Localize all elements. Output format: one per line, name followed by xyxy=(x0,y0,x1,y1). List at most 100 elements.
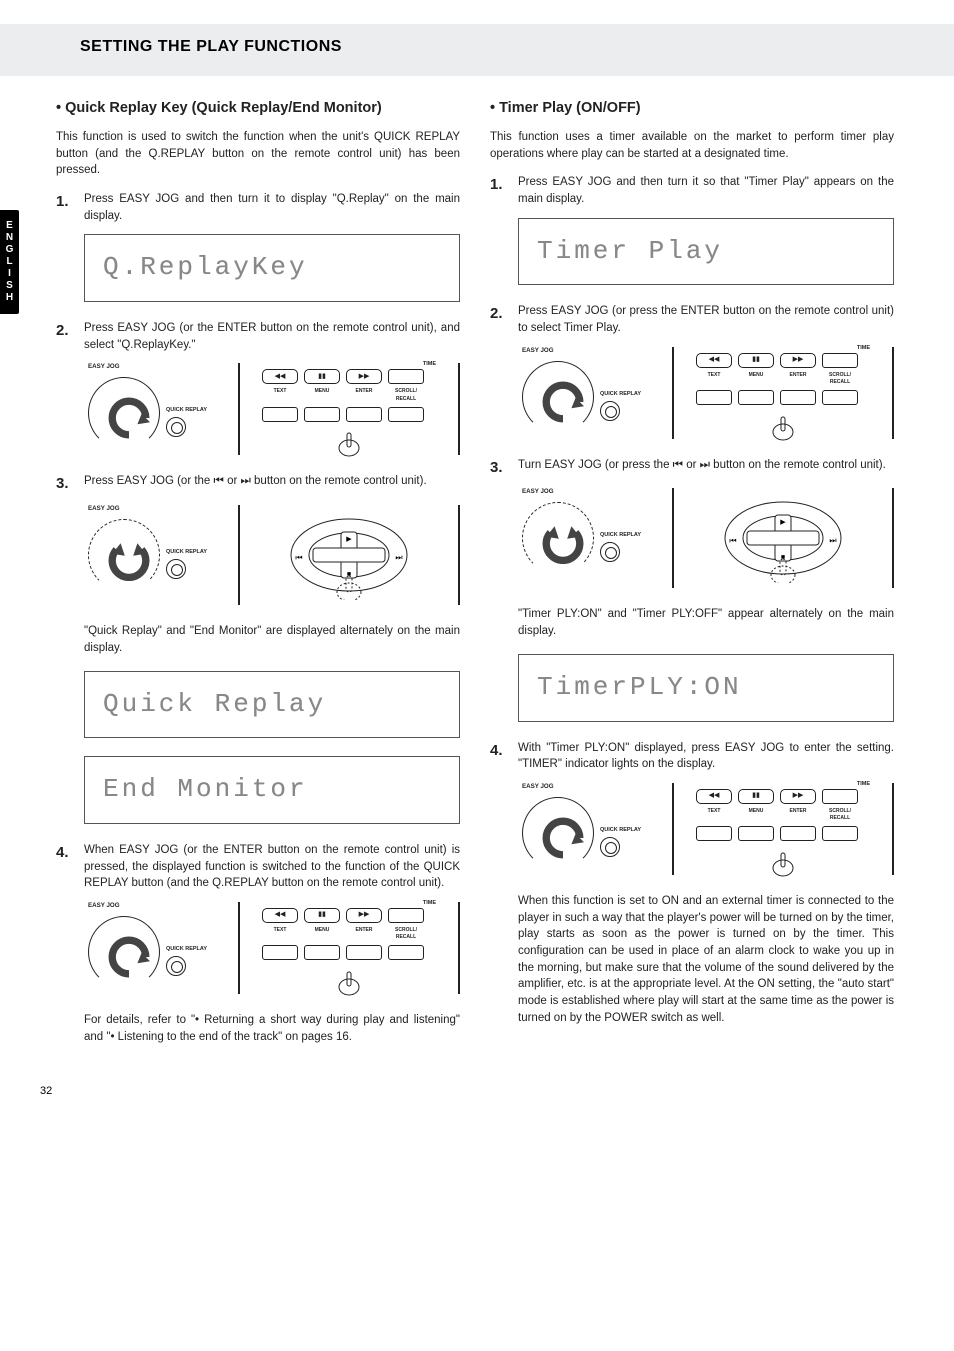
separator-icon xyxy=(238,505,240,605)
time-label: TIME xyxy=(857,345,870,353)
header-title: SETTING THE PLAY FUNCTIONS xyxy=(40,38,954,56)
blank-button-icon xyxy=(738,826,774,841)
arrow-icon xyxy=(542,817,584,859)
pause-button-icon: ▮▮ xyxy=(304,908,340,923)
pause-button-icon: ▮▮ xyxy=(738,353,774,368)
enter-label: ENTER xyxy=(346,388,382,395)
diagram-jog-remote: EASY JOG QUICK REPLAY TIME ◀◀ ▮▮ ▶▶ xyxy=(518,783,894,875)
step-2: 2. Press EASY JOG (or the ENTER button o… xyxy=(56,320,460,353)
menu-label: MENU xyxy=(738,372,774,379)
lcd-text: Q.ReplayKey xyxy=(103,252,308,282)
step-number: 3. xyxy=(56,473,76,495)
step-body: With "Timer PLY:ON" displayed, press EAS… xyxy=(518,740,894,773)
time-label: TIME xyxy=(423,900,436,908)
sub-text: "Timer PLY:ON" and "Timer PLY:OFF" appea… xyxy=(518,606,894,639)
menu-label: MENU xyxy=(738,808,774,815)
scroll-recall-label: SCROLL/ RECALL xyxy=(822,808,858,823)
step-4: 4. With "Timer PLY:ON" displayed, press … xyxy=(490,740,894,773)
easy-jog-label: EASY JOG xyxy=(522,488,554,497)
pause-button-icon: ▮▮ xyxy=(738,789,774,804)
knob-icon xyxy=(600,542,620,562)
text-label: TEXT xyxy=(696,372,732,379)
cross-panel: ▶ ■ ⏮ ⏭ xyxy=(254,505,444,605)
rewind-button-icon: ◀◀ xyxy=(262,908,298,923)
separator-icon xyxy=(672,783,674,875)
step-number: 4. xyxy=(56,842,76,892)
text-label: TEXT xyxy=(262,388,298,395)
blank-button-icon xyxy=(346,945,382,960)
rewind-button-icon: ◀◀ xyxy=(696,353,732,368)
menu-label: MENU xyxy=(304,927,340,934)
arrow-icon xyxy=(108,539,150,581)
section-title-text: Timer Play (ON/OFF) xyxy=(499,100,641,116)
lcd-display: TimerPLY:ON xyxy=(518,654,894,722)
quick-replay-label: QUICK REPLAY xyxy=(600,532,641,540)
intro-text: This function is used to switch the func… xyxy=(56,129,460,179)
header-bar: SETTING THE PLAY FUNCTIONS xyxy=(0,24,954,76)
finger-icon xyxy=(336,431,362,457)
svg-text:▶: ▶ xyxy=(780,519,786,526)
step-body: Turn EASY JOG (or press the ⏮ or ⏭ butto… xyxy=(518,457,894,479)
separator-icon xyxy=(672,488,674,588)
knob-icon xyxy=(166,559,186,579)
cross-pad-icon: ▶ ■ ⏮ ⏭ xyxy=(703,493,863,583)
lcd-text: Quick Replay xyxy=(103,689,326,719)
svg-text:⏮: ⏮ xyxy=(729,536,736,545)
forward-button-icon: ▶▶ xyxy=(346,908,382,923)
time-label: TIME xyxy=(857,781,870,789)
svg-text:⏭: ⏭ xyxy=(829,536,836,545)
enter-label: ENTER xyxy=(780,372,816,379)
menu-label: MENU xyxy=(304,388,340,395)
quick-replay-label: QUICK REPLAY xyxy=(600,827,641,835)
cross-panel: ▶ ■ ⏮ ⏭ xyxy=(688,488,878,588)
blank-button-icon xyxy=(780,390,816,405)
easy-jog-label: EASY JOG xyxy=(88,505,120,514)
easy-jog-label: EASY JOG xyxy=(88,363,120,372)
blank-button-icon xyxy=(822,353,858,368)
easy-jog-label: EASY JOG xyxy=(522,347,554,356)
separator-icon xyxy=(672,347,674,439)
blank-button-icon xyxy=(346,407,382,422)
separator-icon xyxy=(458,505,460,605)
step-body: Press EASY JOG (or press the ENTER butto… xyxy=(518,303,894,336)
separator-icon xyxy=(238,363,240,455)
sub-text: "Quick Replay" and "End Monitor" are dis… xyxy=(84,623,460,656)
svg-text:⏮: ⏮ xyxy=(295,553,302,562)
arrow-icon xyxy=(108,397,150,439)
step-1: 1. Press EASY JOG and then turn it to di… xyxy=(56,191,460,224)
tail-text: For details, refer to "• Returning a sho… xyxy=(84,1012,460,1045)
blank-button-icon xyxy=(780,826,816,841)
separator-icon xyxy=(892,347,894,439)
blank-button-icon xyxy=(822,789,858,804)
right-column: •Timer Play (ON/OFF) This function uses … xyxy=(490,98,894,1059)
lcd-text: TimerPLY:ON xyxy=(537,672,742,702)
blank-button-icon xyxy=(696,826,732,841)
blank-button-icon xyxy=(822,390,858,405)
section-title-text: Quick Replay Key (Quick Replay/End Monit… xyxy=(65,100,382,116)
step-number: 1. xyxy=(56,191,76,224)
blank-button-icon xyxy=(304,407,340,422)
blank-button-icon xyxy=(262,407,298,422)
easy-jog-label: EASY JOG xyxy=(88,902,120,911)
knob-icon xyxy=(600,837,620,857)
lcd-text: Timer Play xyxy=(537,236,723,266)
jog-panel: EASY JOG QUICK REPLAY xyxy=(518,347,658,439)
separator-icon xyxy=(892,783,894,875)
section-title: •Timer Play (ON/OFF) xyxy=(490,98,894,119)
step-body: Press EASY JOG (or the ⏮ or ⏭ button on … xyxy=(84,473,460,495)
scroll-recall-label: SCROLL/ RECALL xyxy=(388,927,424,942)
arrow-icon xyxy=(108,936,150,978)
cross-pad-icon: ▶ ■ ⏮ ⏭ xyxy=(269,510,429,600)
finger-icon xyxy=(770,415,796,441)
separator-icon xyxy=(458,902,460,994)
remote-panel: TIME ◀◀ ▮▮ ▶▶ TEXT MENU ENTER SCROLL/ RE… xyxy=(254,902,444,994)
page: SETTING THE PLAY FUNCTIONS ENGLISH •Quic… xyxy=(0,0,954,1137)
step-number: 2. xyxy=(490,303,510,336)
jog-panel: EASY JOG QUICK REPLAY xyxy=(84,902,224,994)
rewind-button-icon: ◀◀ xyxy=(262,369,298,384)
jog-panel: EASY JOG QUICK REPLAY xyxy=(518,488,658,588)
quick-replay-label: QUICK REPLAY xyxy=(166,549,207,557)
remote-panel: TIME ◀◀ ▮▮ ▶▶ TEXT MENU ENTER SCROLL/ RE… xyxy=(688,783,878,875)
finger-icon xyxy=(336,970,362,996)
step-body: Press EASY JOG and then turn it to displ… xyxy=(84,191,460,224)
